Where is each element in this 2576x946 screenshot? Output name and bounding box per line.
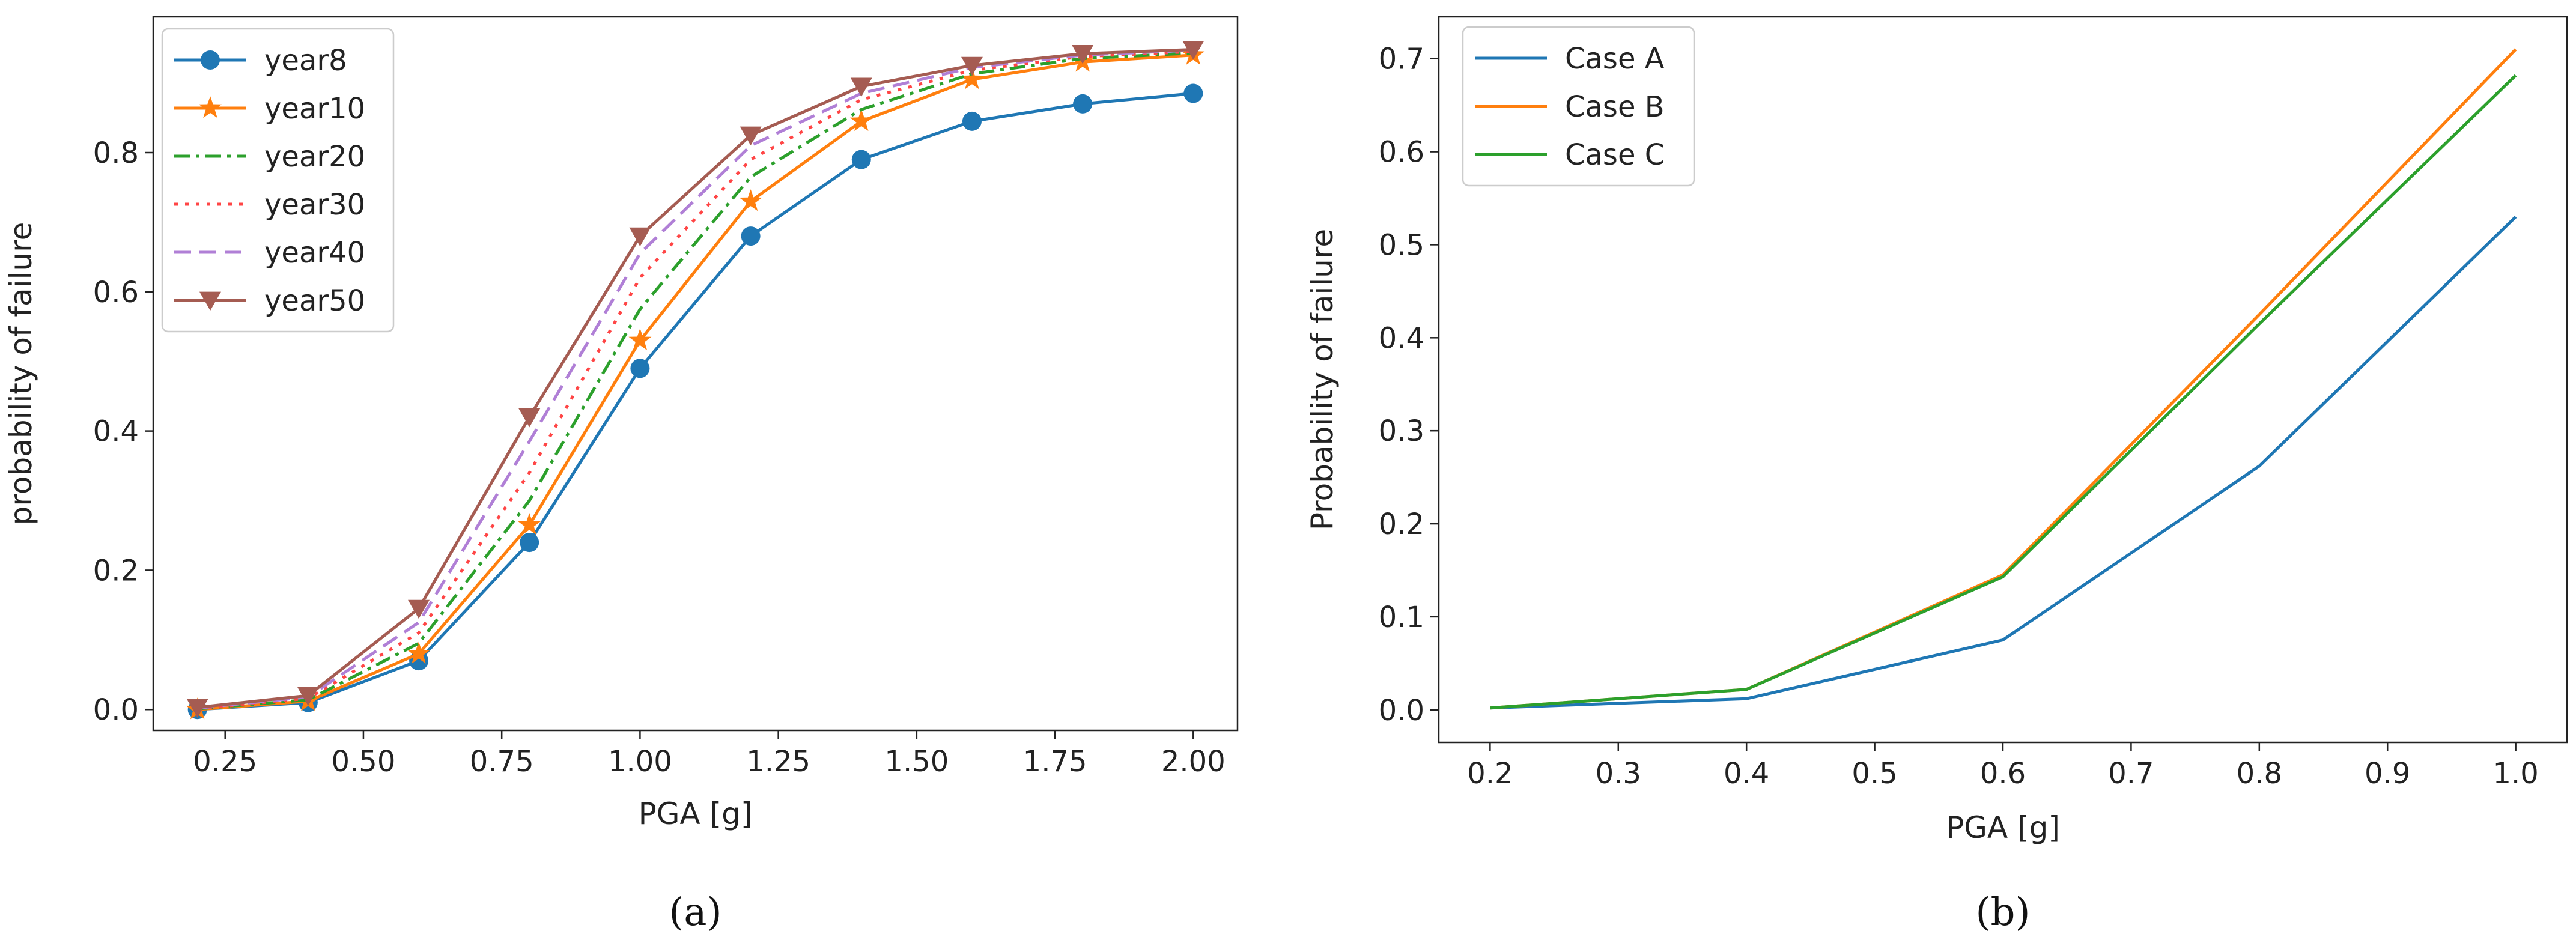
data-point (408, 599, 430, 619)
series-line-case-c (1490, 74, 2517, 710)
data-point (739, 189, 762, 211)
data-point (1072, 45, 1094, 64)
y-tick-label: 0.0 (93, 693, 139, 727)
y-tick-label: 0.1 (1379, 601, 1424, 634)
x-tick-label: 0.3 (1596, 757, 1641, 790)
y-tick-label: 0.6 (1379, 136, 1424, 169)
data-point (1073, 94, 1093, 114)
series-line-year20 (197, 51, 1194, 711)
data-point (849, 109, 873, 131)
data-point (518, 513, 541, 535)
series-line-case-a (1490, 216, 2517, 710)
y-tick-label: 0.7 (1379, 43, 1424, 76)
legend-marker (199, 96, 222, 118)
legend-label: year40 (264, 236, 365, 270)
legend-label: Case A (1565, 42, 1665, 76)
series-line-year40 (197, 49, 1194, 710)
legend-marker (199, 291, 221, 311)
legend-label: Case B (1565, 90, 1665, 124)
x-tick-label: 1.0 (2492, 757, 2538, 790)
legend-box (1462, 26, 1695, 187)
data-point (518, 408, 541, 428)
data-point (520, 533, 539, 553)
data-point (961, 56, 983, 76)
y-axis-label: Probability of failure (1305, 229, 1340, 530)
legend-label: year8 (264, 44, 347, 77)
y-tick-label: 0.0 (1379, 694, 1424, 727)
legend-label: year10 (264, 92, 365, 126)
x-tick-label: 0.25 (193, 745, 257, 778)
data-point (740, 126, 762, 146)
legend-label: year50 (264, 284, 365, 318)
y-tick-label: 0.3 (1379, 414, 1424, 448)
series-line-year10 (197, 53, 1194, 711)
figure-caption: (a) (669, 890, 721, 935)
x-tick-label: 0.75 (470, 745, 534, 778)
data-point (851, 150, 871, 169)
y-tick-label: 0.8 (93, 136, 139, 170)
y-tick-label: 0.4 (1379, 321, 1424, 355)
y-tick-label: 0.2 (93, 554, 139, 587)
x-tick-label: 1.00 (608, 745, 672, 778)
data-point (407, 641, 431, 664)
data-point (297, 687, 319, 706)
data-point (628, 328, 652, 351)
x-tick-label: 0.8 (2237, 757, 2282, 790)
y-tick-label: 0.4 (93, 415, 139, 449)
x-tick-label: 0.2 (1467, 757, 1513, 790)
x-tick-label: 2.00 (1161, 745, 1226, 778)
series-line-year30 (197, 50, 1194, 711)
legend-marker (201, 50, 220, 70)
plot-frame (152, 16, 1239, 732)
data-point (741, 226, 761, 246)
data-point (850, 77, 872, 97)
legend-label: Case C (1565, 138, 1665, 172)
x-tick-label: 0.5 (1852, 757, 1897, 790)
y-tick-label: 0.2 (1379, 508, 1424, 541)
data-point (186, 699, 208, 718)
data-point (630, 359, 650, 378)
data-point (962, 111, 982, 131)
series-line-year8 (197, 92, 1194, 711)
chart-a: 0.25 0.50 0.75 1.00 1.25 1.50 1.75 2.00 0.0 0.2 0.… (4, 16, 1239, 935)
x-axis-label: PGA [g] (1946, 810, 2060, 845)
data-point (960, 67, 983, 89)
y-axis-label: probability of failure (4, 222, 38, 526)
legend-label: year20 (264, 140, 365, 174)
x-tick-label: 0.50 (332, 745, 396, 778)
figure-caption: (b) (1976, 890, 2031, 935)
data-point (1183, 83, 1203, 103)
data-point (1182, 41, 1204, 60)
x-axis-label: PGA [g] (639, 796, 753, 831)
series-line-year50 (197, 48, 1194, 709)
x-tick-label: 0.6 (1980, 757, 2026, 790)
x-tick-label: 1.25 (746, 745, 810, 778)
legend-label: year30 (264, 188, 365, 222)
x-tick-label: 1.50 (884, 745, 949, 778)
chart-b: 0.2 0.3 0.4 0.5 0.6 0.7 0.8 0.9 1.0 0.0 0.1 0.2 0.3 0… (1305, 16, 2568, 935)
x-tick-label: 0.7 (2108, 757, 2154, 790)
data-point (629, 227, 651, 247)
y-tick-label: 0.6 (93, 276, 139, 309)
x-tick-label: 0.9 (2365, 757, 2410, 790)
x-tick-label: 1.75 (1023, 745, 1087, 778)
x-tick-label: 0.4 (1724, 757, 1769, 790)
y-tick-label: 0.5 (1379, 228, 1424, 262)
